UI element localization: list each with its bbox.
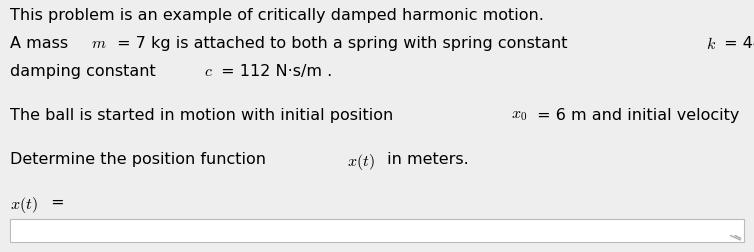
Text: $x(t)$: $x(t)$ bbox=[347, 152, 375, 172]
Text: = 448 N/m and a dash-pot with: = 448 N/m and a dash-pot with bbox=[719, 36, 754, 51]
Text: $x_0$: $x_0$ bbox=[511, 108, 527, 123]
Text: $k$: $k$ bbox=[706, 36, 716, 52]
Text: A mass: A mass bbox=[10, 36, 73, 51]
Text: $c$: $c$ bbox=[204, 64, 213, 79]
Text: Determine the position function: Determine the position function bbox=[10, 152, 271, 167]
Text: The ball is started in motion with initial position: The ball is started in motion with initi… bbox=[10, 108, 398, 123]
Text: This problem is an example of critically damped harmonic motion.: This problem is an example of critically… bbox=[10, 8, 544, 23]
Text: $x(t)$: $x(t)$ bbox=[10, 195, 38, 215]
Text: =: = bbox=[45, 195, 64, 210]
Text: = 6 m and initial velocity: = 6 m and initial velocity bbox=[532, 108, 744, 123]
Text: = 7 kg is attached to both a spring with spring constant: = 7 kg is attached to both a spring with… bbox=[112, 36, 572, 51]
Text: damping constant: damping constant bbox=[10, 64, 161, 79]
Text: in meters.: in meters. bbox=[382, 152, 469, 167]
Text: = 112 N·s/m .: = 112 N·s/m . bbox=[216, 64, 333, 79]
FancyBboxPatch shape bbox=[10, 219, 744, 242]
Text: $m$: $m$ bbox=[91, 36, 107, 51]
